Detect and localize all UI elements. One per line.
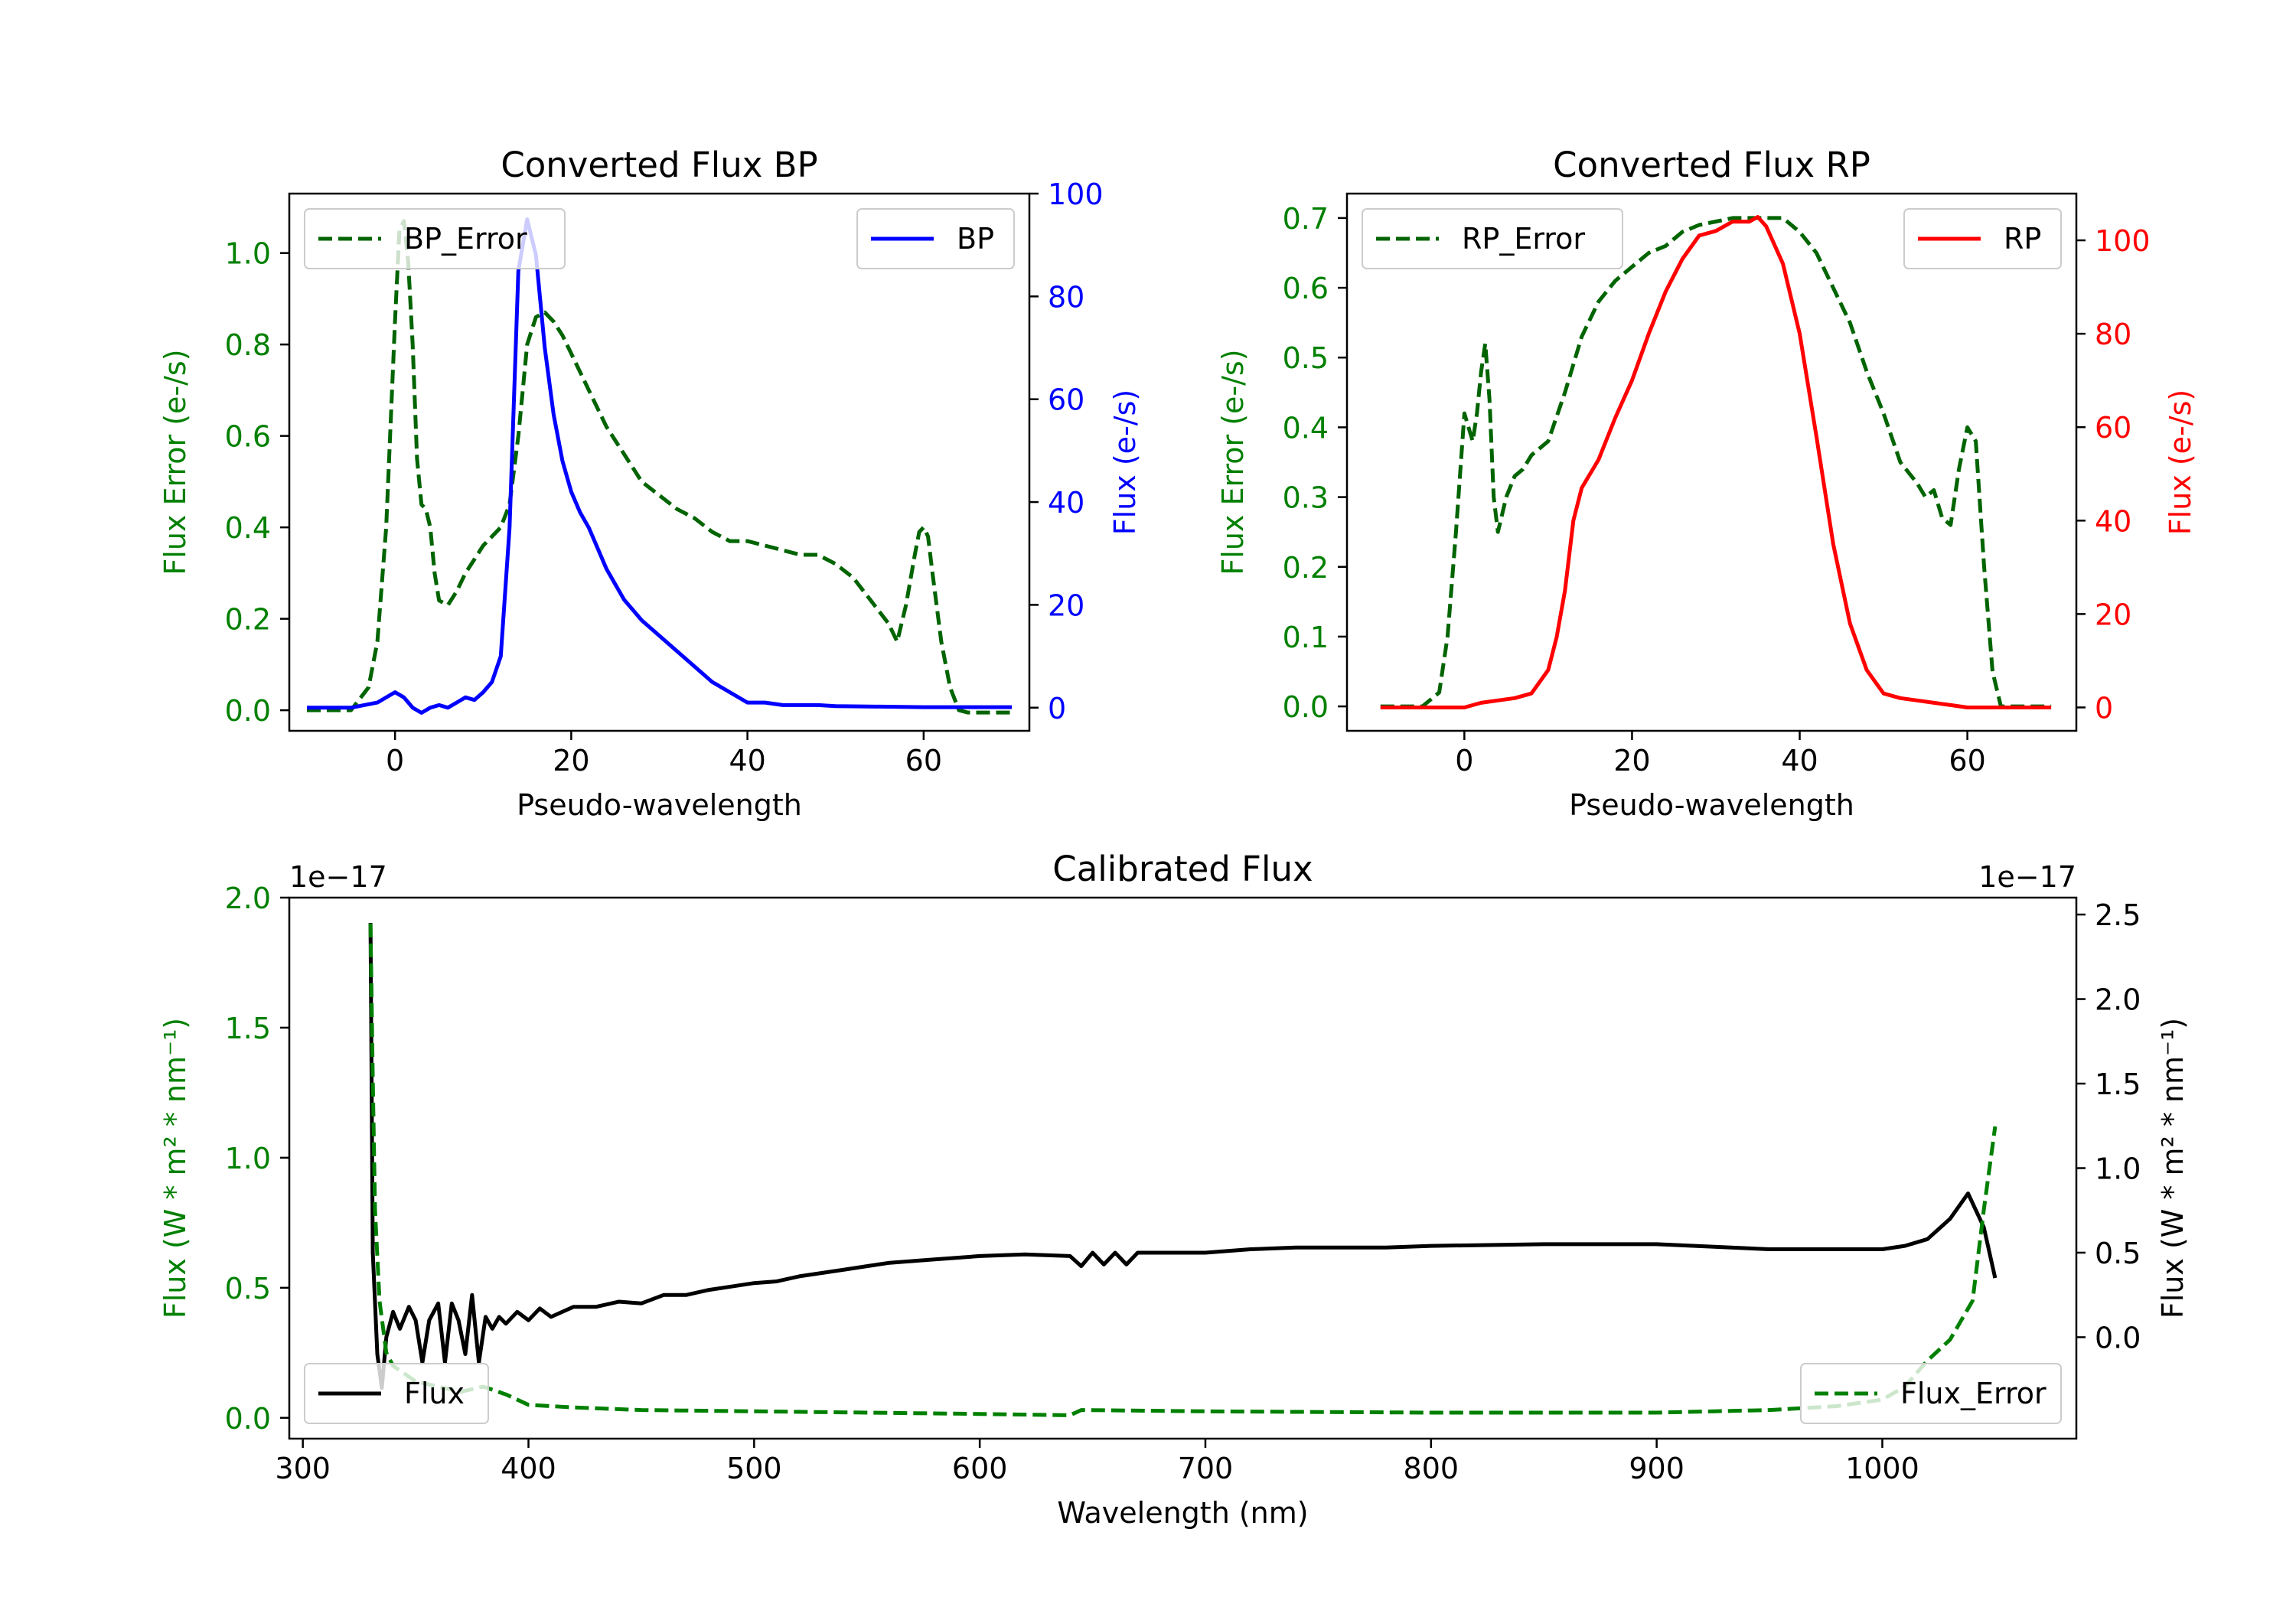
legend-label: BP — [957, 222, 994, 256]
legend-box — [1800, 1363, 2062, 1424]
y-right-tick-label: 100 — [2095, 224, 2151, 258]
legend-box — [1362, 208, 1623, 269]
x-tick-label: 40 — [1781, 744, 1818, 777]
y-right-tick-label: 1.0 — [2095, 1152, 2141, 1186]
legend-bp: BP — [856, 208, 1015, 269]
y-right-tick-label: 60 — [1048, 383, 1084, 417]
series-line-bp-error — [307, 219, 1012, 715]
x-axis-label: Wavelength (nm) — [1057, 1496, 1308, 1530]
x-tick-label: 600 — [952, 1452, 1008, 1485]
x-tick-label: 400 — [501, 1452, 556, 1485]
legend-label: RP_Error — [1462, 222, 1585, 256]
y-left-tick-label: 0.4 — [1283, 411, 1329, 445]
legend-box — [304, 208, 566, 269]
legend-flux-error: Flux_Error — [1800, 1363, 2062, 1424]
legend-label: BP_Error — [404, 222, 527, 256]
plot-rp: Converted Flux RP 0 20 40 60 Pseudo-wavelengt… — [1216, 145, 2197, 822]
x-tick-label: 700 — [1178, 1452, 1234, 1485]
y-left-tick-label: 1.0 — [225, 1142, 271, 1175]
y-right-tick-label: 80 — [2095, 318, 2131, 351]
y-left-tick-label: 0.5 — [1283, 341, 1329, 375]
chart-title: Converted Flux RP — [1553, 145, 1870, 185]
x-tick-label: 500 — [726, 1452, 782, 1485]
series-line-rp — [1380, 215, 2052, 709]
y-right-offset-label: 1e−17 — [1978, 860, 2076, 894]
x-tick-label: 40 — [729, 744, 765, 777]
y-right-tick-label: 0 — [2095, 691, 2113, 725]
plot-calibrated: Calibrated Flux 300 400 500 600 700 800 900 1000… — [158, 849, 2190, 1530]
y-left-tick-label: 0.7 — [1283, 202, 1329, 236]
x-tick-label: 20 — [1613, 744, 1650, 777]
y-left-tick-label: 0.0 — [225, 694, 271, 728]
x-tick-label: 0 — [1455, 744, 1473, 777]
y-right-tick-label: 1.5 — [2095, 1068, 2141, 1101]
legend-box — [856, 208, 1015, 269]
x-tick-label: 0 — [386, 744, 404, 777]
x-tick-label: 800 — [1404, 1452, 1459, 1485]
y-right-axis-label: Flux (e-/s) — [1108, 390, 1142, 535]
y-right-tick-label: 80 — [1048, 280, 1084, 314]
y-right-tick-label: 0.0 — [2095, 1321, 2141, 1354]
y-left-tick-label: 0.2 — [225, 603, 271, 637]
legend-bp-error: BP_Error — [304, 208, 566, 269]
legend-label: Flux_Error — [1900, 1377, 2047, 1410]
axes-frame — [288, 192, 1031, 732]
legend-label: Flux — [404, 1377, 465, 1410]
y-left-tick-label: 0.8 — [225, 328, 271, 362]
plot-bp: Converted Flux BP 0 20 40 60 Pseudo-wavelengt… — [158, 145, 1142, 822]
y-left-axis-label: Flux Error (e-/s) — [1216, 349, 1250, 575]
legend-rp: RP — [1903, 208, 2062, 269]
x-tick-label: 1000 — [1845, 1452, 1919, 1485]
y-right-tick-label: 40 — [1048, 486, 1084, 520]
y-right-axis-label: Flux (W * m² * nm⁻¹) — [2156, 1018, 2190, 1319]
y-left-tick-label: 0.6 — [1283, 272, 1329, 305]
series-line-flux — [368, 923, 1998, 1390]
y-left-tick-label: 0.2 — [1283, 551, 1329, 585]
y-right-axis-label: Flux (e-/s) — [2164, 390, 2197, 535]
y-right-tick-label: 20 — [1048, 588, 1084, 622]
series-line-rp-error — [1380, 216, 2052, 709]
y-left-tick-label: 0.4 — [225, 511, 271, 545]
legend-box — [1903, 208, 2062, 269]
x-tick-label: 20 — [553, 744, 589, 777]
y-left-tick-label: 0.0 — [225, 1402, 271, 1436]
y-left-offset-label: 1e−17 — [289, 860, 387, 894]
y-left-tick-label: 1.5 — [225, 1012, 271, 1045]
y-right-tick-label: 2.0 — [2095, 983, 2141, 1017]
axes-frame — [1345, 192, 2078, 732]
y-left-tick-label: 0.5 — [225, 1272, 271, 1305]
x-tick-label: 900 — [1629, 1452, 1684, 1485]
chart-title: Converted Flux BP — [501, 145, 817, 185]
y-right-tick-label: 60 — [2095, 411, 2131, 445]
legend-box — [304, 1363, 489, 1424]
legend-rp-error: RP_Error — [1362, 208, 1623, 269]
y-left-axis-label: Flux (W * m² * nm⁻¹) — [158, 1018, 192, 1319]
y-left-axis-label: Flux Error (e-/s) — [158, 349, 192, 575]
y-left-tick-label: 0.6 — [225, 420, 271, 454]
legend-flux: Flux — [304, 1363, 489, 1424]
y-right-tick-label: 20 — [2095, 598, 2131, 631]
x-axis-label: Pseudo-wavelength — [1569, 788, 1854, 822]
y-left-tick-label: 2.0 — [225, 882, 271, 915]
y-right-tick-label: 100 — [1048, 178, 1104, 211]
y-left-tick-label: 0.0 — [1283, 690, 1329, 724]
x-tick-label: 60 — [1949, 744, 1985, 777]
x-tick-label: 60 — [905, 744, 942, 777]
chart-title: Calibrated Flux — [1052, 849, 1313, 889]
y-left-tick-label: 0.3 — [1283, 481, 1329, 515]
y-left-tick-label: 1.0 — [225, 237, 271, 271]
y-right-tick-label: 0.5 — [2095, 1237, 2141, 1270]
series-line-bp — [307, 217, 1012, 715]
y-right-tick-label: 40 — [2095, 504, 2131, 538]
y-left-tick-label: 0.1 — [1283, 621, 1329, 654]
y-right-tick-label: 2.5 — [2095, 898, 2141, 932]
legend-label: RP — [2004, 222, 2041, 256]
x-axis-label: Pseudo-wavelength — [517, 788, 802, 822]
x-tick-label: 300 — [275, 1452, 331, 1485]
y-right-tick-label: 0 — [1048, 692, 1066, 725]
